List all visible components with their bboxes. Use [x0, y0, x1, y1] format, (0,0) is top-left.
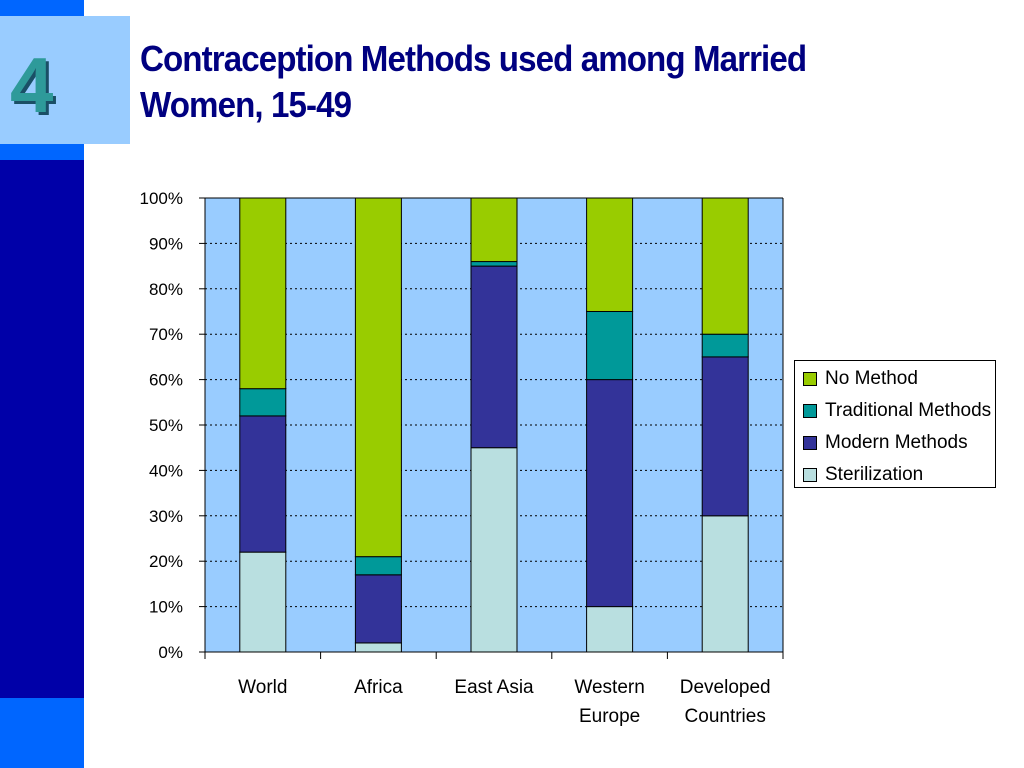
stacked-bar-chart: 0% 10% 20% 30% 40% 50% 60% 70% 80% 90% 100% World Af…	[140, 189, 784, 727]
y-tick-label: 20%	[149, 552, 183, 571]
y-tick-label: 40%	[149, 461, 183, 480]
legend-label: Sterilization	[825, 464, 924, 485]
chart-legend: No Method Traditional Methods Modern Metho…	[794, 360, 996, 488]
legend-item: Modern Methods	[803, 432, 968, 454]
bar-segment	[470, 447, 518, 653]
bar-segment	[586, 379, 634, 608]
legend-item: Sterilization	[803, 464, 923, 486]
legend-item: No Method	[803, 368, 918, 390]
legend-swatch	[803, 404, 817, 418]
bar-segment	[701, 356, 749, 517]
bar-segment	[354, 642, 402, 653]
y-tick-label: 90%	[149, 234, 183, 253]
bar-segment	[701, 197, 749, 335]
slide-number-badge: 4	[0, 16, 130, 144]
legend-item: Traditional Methods	[803, 400, 991, 422]
x-tick-label: Africa	[354, 677, 403, 698]
bar-segment	[354, 556, 402, 576]
y-tick-label: 10%	[149, 598, 183, 617]
bar-segment	[586, 606, 634, 653]
bar-segment	[239, 551, 287, 653]
bar-segment	[586, 197, 634, 312]
x-tick-label: Developed Countries	[680, 677, 771, 727]
bar-segment	[470, 265, 518, 449]
y-tick-label: 80%	[149, 280, 183, 299]
bar-segment	[470, 261, 518, 267]
bar-segment	[239, 415, 287, 553]
legend-label: Modern Methods	[825, 432, 968, 453]
legend-label: Traditional Methods	[825, 400, 992, 421]
sidebar-dark-bar	[0, 160, 84, 698]
legend-label: No Method	[825, 368, 918, 389]
y-tick-label: 30%	[149, 507, 183, 526]
x-tick-label: Western Europe	[574, 677, 644, 727]
legend-swatch	[803, 468, 817, 482]
legend-swatch	[803, 372, 817, 386]
y-tick-label: 60%	[149, 371, 183, 390]
x-tick-label: World	[238, 677, 287, 698]
x-tick-label: East Asia	[454, 677, 534, 698]
bar-segment	[354, 574, 402, 644]
y-tick-label: 0%	[158, 643, 183, 662]
slide-title: Contraception Methods used among Married…	[140, 38, 807, 125]
slide-number: 4	[10, 41, 54, 129]
bar-segment	[239, 388, 287, 417]
y-tick-label: 100%	[140, 189, 183, 208]
bar-segment	[239, 197, 287, 390]
legend-swatch	[803, 436, 817, 450]
sidebar-bottom-block	[0, 698, 84, 768]
y-tick-label: 70%	[149, 325, 183, 344]
y-tick-label: 50%	[149, 416, 183, 435]
bar-segment	[701, 333, 749, 358]
bar-segment	[586, 311, 634, 381]
bar-segment	[701, 515, 749, 653]
bar-segment	[354, 197, 402, 558]
bar-segment	[470, 197, 518, 263]
